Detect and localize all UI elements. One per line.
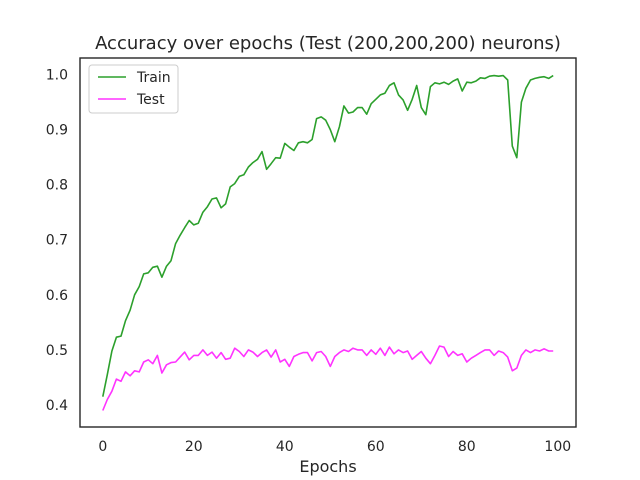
x-tick-label: 60 [367,439,385,455]
y-tick-label: 0.7 [46,233,68,249]
x-tick-label: 0 [98,439,107,455]
ticks-layer: 0 20 40 60 80 100 0.4 0.5 0.6 0.7 0.8 0.9 1.0 [46,68,571,456]
y-tick-label: 0.4 [46,398,68,414]
series-line-test [102,345,554,411]
y-tick-label: 0.9 [46,123,68,139]
x-tick-label: 80 [458,439,476,455]
x-tick-label: 20 [185,439,203,455]
x-axis-title: Epochs [299,457,356,476]
plot-frame [79,57,577,428]
y-tick-label: 0.5 [46,343,68,359]
legend-label-test: Test [136,92,165,108]
x-tick-label: 40 [276,439,294,455]
y-tick-label: 0.8 [46,178,68,194]
series-line-train [102,74,554,397]
y-tick-label: 0.6 [46,288,68,304]
x-tick-label: 100 [544,439,571,455]
chart-title: Accuracy over epochs (Test (200,200,200)… [95,33,561,54]
y-tick-label: 1.0 [46,68,68,84]
plot-layer [102,74,554,411]
legend: Train Test [88,64,179,114]
legend-label-train: Train [136,70,171,86]
